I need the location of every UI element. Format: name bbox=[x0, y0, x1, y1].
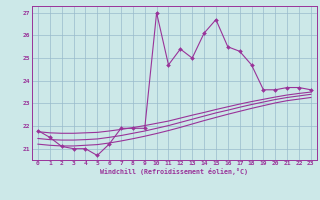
X-axis label: Windchill (Refroidissement éolien,°C): Windchill (Refroidissement éolien,°C) bbox=[100, 168, 248, 175]
